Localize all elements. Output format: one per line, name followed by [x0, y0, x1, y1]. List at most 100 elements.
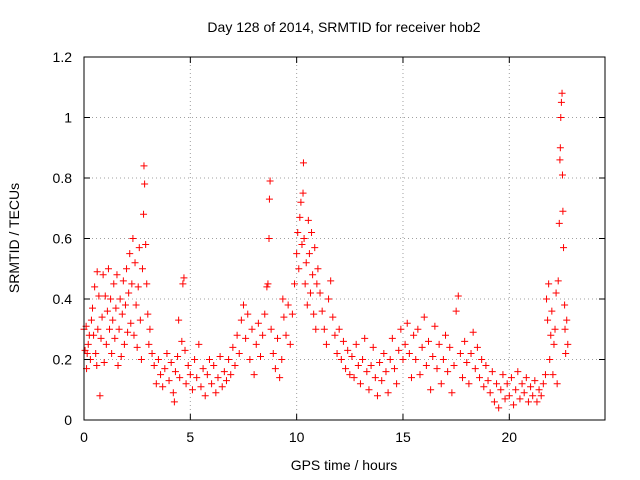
data-point: [169, 389, 177, 397]
data-point: [401, 340, 409, 348]
data-point: [507, 374, 515, 382]
data-point: [201, 392, 209, 400]
data-point: [359, 356, 367, 363]
y-tick-label: 1.2: [53, 49, 73, 65]
data-point: [520, 389, 528, 397]
data-point: [83, 349, 91, 357]
data-point: [127, 319, 135, 327]
data-point: [291, 280, 299, 288]
axis-ticks: [83, 56, 605, 421]
data-point: [235, 349, 243, 357]
data-point: [543, 295, 551, 303]
data-point: [318, 307, 326, 315]
data-point: [111, 334, 119, 342]
data-point: [310, 310, 318, 318]
data-point: [549, 371, 557, 379]
data-point: [420, 313, 428, 321]
data-point: [269, 349, 277, 357]
data-point: [295, 265, 303, 273]
data-point: [212, 389, 220, 397]
data-point: [220, 368, 228, 376]
data-point: [214, 374, 222, 382]
data-point: [399, 356, 407, 363]
data-point: [126, 250, 134, 258]
data-point: [266, 177, 274, 185]
data-point: [84, 340, 92, 348]
grid-lines: [84, 57, 605, 420]
data-point: [97, 334, 105, 342]
data-point: [410, 331, 418, 339]
data-point: [429, 352, 437, 360]
data-point: [100, 359, 108, 367]
data-point: [371, 374, 379, 382]
data-point: [91, 283, 99, 291]
data-point: [459, 374, 467, 382]
data-point: [113, 271, 121, 279]
data-point: [300, 235, 308, 242]
data-point: [551, 325, 559, 333]
data-point: [110, 280, 118, 288]
data-point: [553, 380, 561, 388]
data-point: [170, 398, 178, 406]
chart-title: Day 128 of 2014, SRMTID for receiver hob…: [207, 19, 480, 35]
data-point: [107, 295, 115, 303]
data-point: [486, 389, 494, 397]
data-point: [133, 343, 141, 351]
data-point: [320, 325, 328, 333]
data-point: [131, 259, 139, 267]
data-point: [557, 98, 565, 106]
data-point: [259, 331, 267, 339]
data-point: [128, 280, 136, 288]
data-point: [446, 343, 454, 351]
data-point: [106, 325, 114, 333]
data-point: [94, 325, 102, 333]
data-point: [148, 349, 156, 357]
data-point: [282, 331, 290, 339]
y-tick-label: 0.8: [53, 170, 73, 186]
data-point: [227, 371, 235, 379]
data-point: [361, 334, 369, 342]
data-point: [467, 349, 475, 357]
data-point: [552, 289, 560, 297]
data-point: [352, 340, 360, 348]
data-point: [444, 368, 452, 376]
data-point: [482, 362, 490, 370]
data-point: [252, 340, 260, 348]
data-point: [365, 386, 373, 394]
data-point: [541, 371, 549, 379]
data-point: [248, 325, 256, 333]
data-point: [284, 301, 292, 309]
data-point: [136, 316, 144, 324]
data-point: [308, 228, 316, 236]
data-point: [356, 380, 364, 388]
data-point: [312, 325, 320, 333]
data-point: [480, 383, 488, 391]
data-point: [274, 334, 282, 342]
data-point: [130, 331, 138, 339]
y-tick-label: 0: [64, 412, 72, 428]
data-point: [314, 265, 322, 273]
data-point: [304, 216, 312, 224]
data-point: [182, 380, 190, 388]
data-point: [99, 271, 107, 279]
data-point: [279, 295, 287, 303]
data-point: [242, 334, 250, 342]
data-point: [288, 310, 296, 318]
data-point: [329, 313, 337, 321]
data-point: [114, 362, 122, 370]
data-point: [386, 356, 394, 363]
data-point: [501, 395, 509, 403]
data-point: [527, 383, 535, 391]
data-point: [257, 352, 265, 360]
x-tick-label: 5: [186, 429, 194, 445]
data-point: [118, 310, 126, 318]
data-point: [90, 331, 98, 339]
data-point: [157, 371, 165, 379]
data-point: [316, 289, 324, 297]
data-point: [514, 368, 522, 376]
data-point: [418, 343, 426, 351]
data-point: [442, 331, 450, 339]
data-point: [456, 349, 464, 357]
data-point: [163, 349, 171, 357]
